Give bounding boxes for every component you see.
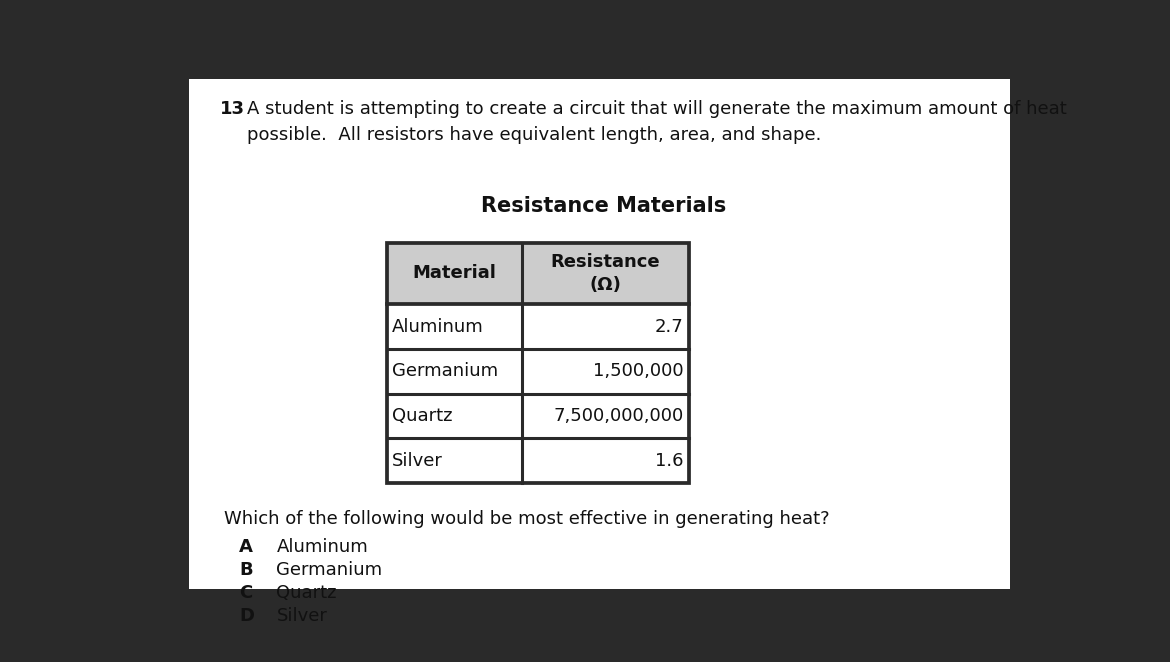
Bar [386,305,689,483]
Text: Aluminum: Aluminum [276,538,369,555]
Text: Germanium: Germanium [392,362,498,380]
Text: Aluminum: Aluminum [392,318,483,336]
Text: A: A [239,538,253,555]
Text: C: C [239,584,253,602]
Text: 13: 13 [220,100,245,118]
Text: 2.7: 2.7 [654,318,683,336]
Text: 1,500,000: 1,500,000 [593,362,683,380]
Text: Resistance Materials: Resistance Materials [481,197,727,216]
Text: Quartz: Quartz [276,584,337,602]
Text: Material: Material [412,265,496,283]
Text: 7,500,000,000: 7,500,000,000 [553,407,683,425]
Bar [386,243,689,483]
Text: Quartz: Quartz [392,407,453,425]
Text: B: B [239,561,253,579]
Text: A student is attempting to create a circuit that will generate the maximum amoun: A student is attempting to create a circ… [247,100,1067,144]
Text: D: D [239,607,254,625]
Text: Which of the following would be most effective in generating heat?: Which of the following would be most eff… [223,510,830,528]
Text: Silver: Silver [392,451,442,469]
Bar [386,243,689,305]
Text: Resistance
(Ω): Resistance (Ω) [551,253,660,295]
Text: Germanium: Germanium [276,561,383,579]
Text: Silver: Silver [276,607,328,625]
Text: 1.6: 1.6 [655,451,683,469]
